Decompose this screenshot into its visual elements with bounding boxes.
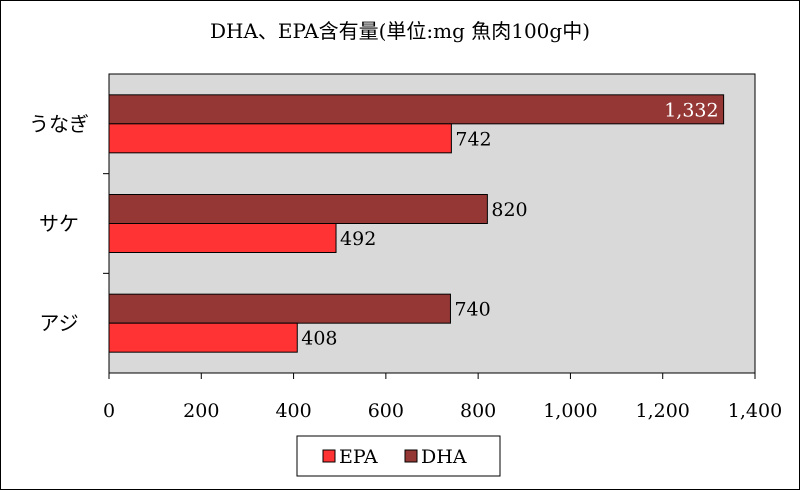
legend-label-dha: DHA <box>421 446 467 468</box>
category-label: サケ <box>39 212 79 236</box>
bar-epa <box>108 223 337 253</box>
legend-box <box>296 435 501 477</box>
plot-area: 1,332 742 うなぎ 820 492 サケ 740 408 アジ 0 200 400 600 800… <box>29 73 782 422</box>
category-label: うなぎ <box>29 112 89 136</box>
legend: EPA DHA <box>296 435 501 477</box>
data-label-dha: 820 <box>491 199 527 221</box>
data-label-epa: 742 <box>455 128 491 150</box>
data-label-dha: 1,332 <box>664 99 718 121</box>
legend-swatch-epa <box>322 449 336 463</box>
chart-title: DHA、EPA含有量(単位:mg 魚肉100g中) <box>210 19 590 43</box>
x-tick-label: 600 <box>368 400 404 422</box>
data-label-epa: 492 <box>340 228 376 250</box>
x-tick-label: 400 <box>275 400 311 422</box>
x-tick-label: 200 <box>183 400 219 422</box>
x-tick-label: 1,000 <box>543 400 597 422</box>
x-tick-label: 800 <box>460 400 496 422</box>
category-label: アジ <box>39 311 78 335</box>
x-tick-label: 1,400 <box>728 400 782 422</box>
bar-epa <box>108 123 452 154</box>
bar-dha <box>108 293 451 324</box>
bar-dha <box>108 194 488 224</box>
bar-dha <box>108 94 725 125</box>
legend-swatch-dha <box>404 449 418 463</box>
data-label-epa: 408 <box>301 328 337 350</box>
bar-epa <box>108 322 298 353</box>
data-label-dha: 740 <box>454 299 490 321</box>
legend-label-epa: EPA <box>339 446 378 468</box>
x-tick-label: 1,200 <box>636 400 690 422</box>
x-tick-label: 0 <box>103 400 115 422</box>
